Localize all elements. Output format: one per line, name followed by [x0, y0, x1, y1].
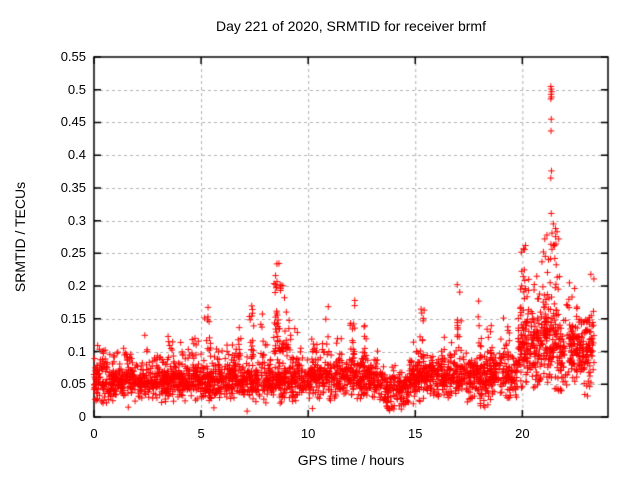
y-tick-label: 0.05	[60, 376, 86, 392]
y-tick-label: 0.4	[67, 147, 86, 163]
y-tick-label: 0.15	[60, 310, 86, 326]
x-tick-label: 15	[408, 426, 423, 441]
y-axis-label: SRMTID / TECUs	[12, 181, 28, 293]
y-tick-label: 0	[78, 409, 86, 424]
x-tick-label: 10	[300, 426, 316, 441]
y-tick-label: 0.55	[60, 49, 86, 64]
x-tick-label: 20	[515, 426, 530, 441]
chart-title: Day 221 of 2020, SRMTID for receiver brm…	[216, 18, 486, 34]
y-tick-label: 0.5	[67, 81, 86, 97]
y-tick-label: 0.35	[60, 179, 86, 195]
y-tick-label: 0.3	[67, 212, 86, 228]
x-tick-label: 5	[197, 426, 205, 441]
y-tick-label: 0.45	[60, 114, 86, 130]
x-axis-label: GPS time / hours	[297, 452, 405, 468]
y-tick-label: 0.1	[67, 343, 86, 359]
y-tick-label: 0.2	[67, 278, 86, 294]
x-tick-label: 0	[90, 426, 98, 441]
y-tick-label: 0.25	[60, 245, 86, 261]
